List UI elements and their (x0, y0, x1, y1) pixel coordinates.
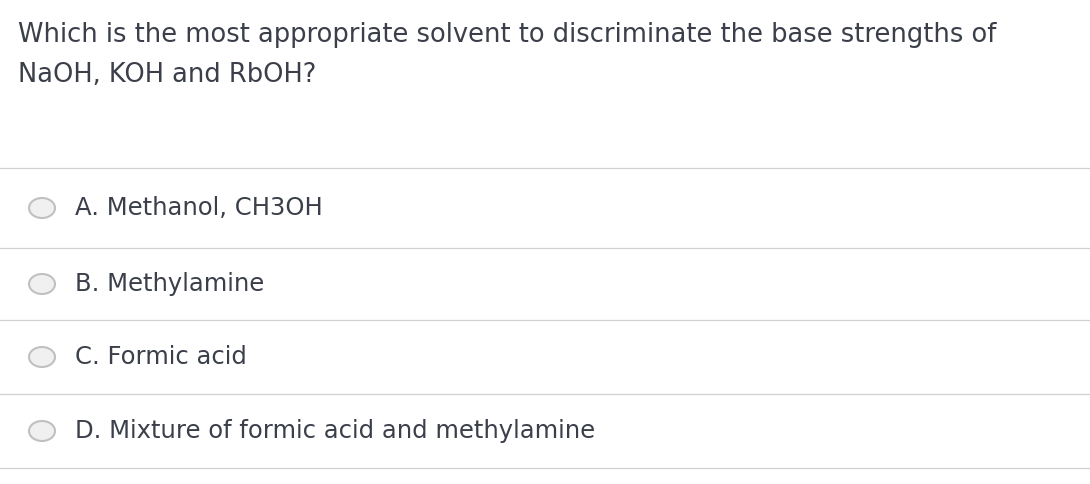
Text: B. Methylamine: B. Methylamine (75, 272, 264, 296)
Text: C. Formic acid: C. Formic acid (75, 345, 246, 369)
Ellipse shape (29, 198, 54, 218)
Text: NaOH, KOH and RbOH?: NaOH, KOH and RbOH? (19, 62, 316, 88)
Ellipse shape (29, 274, 54, 294)
Text: Which is the most appropriate solvent to discriminate the base strengths of: Which is the most appropriate solvent to… (19, 22, 996, 48)
Text: A. Methanol, CH3OH: A. Methanol, CH3OH (75, 196, 323, 220)
Text: D. Mixture of formic acid and methylamine: D. Mixture of formic acid and methylamin… (75, 419, 595, 443)
Ellipse shape (29, 421, 54, 441)
Ellipse shape (29, 347, 54, 367)
